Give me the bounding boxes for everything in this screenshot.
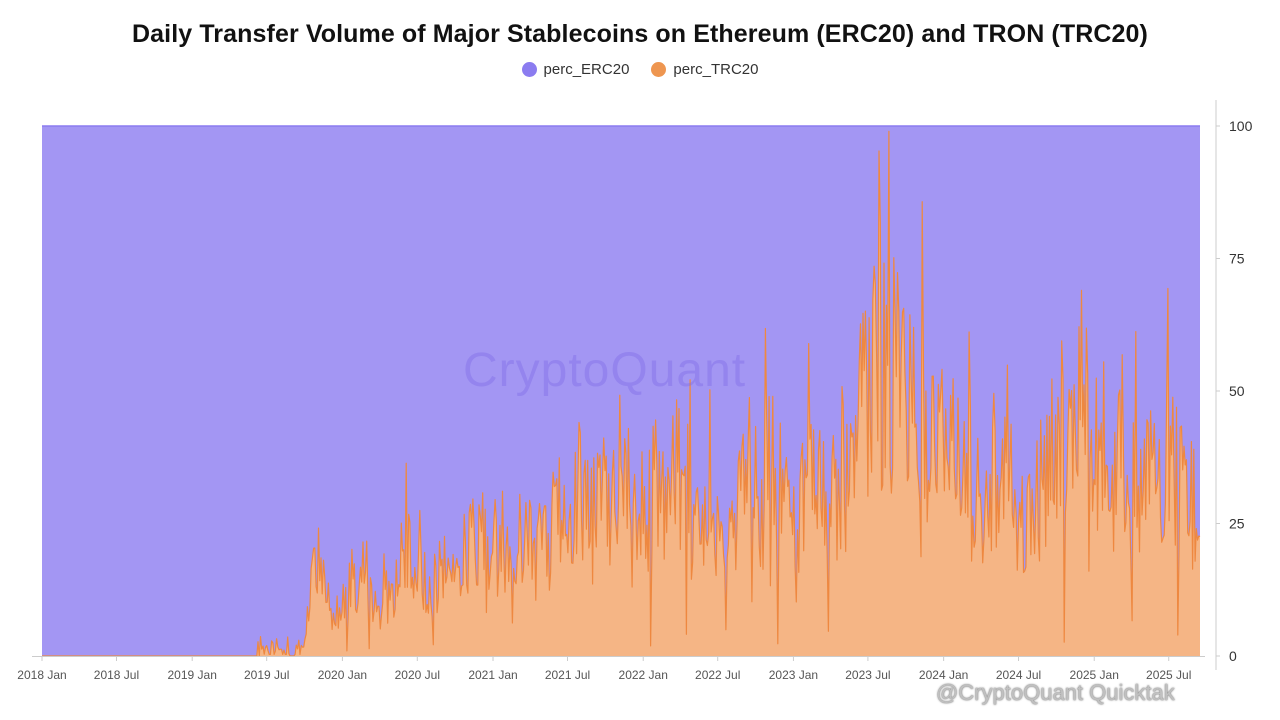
- legend-label-erc20: perc_ERC20: [543, 61, 630, 78]
- axis-layer: 0 25 50 75 100 2018 Jan 2018 Jul 2019 Jan 2019 J…: [17, 100, 1253, 682]
- x-tick-label: 2022 Jan: [619, 668, 668, 682]
- x-tick-label: 2024 Jan: [919, 668, 968, 682]
- x-tick-label: 2021 Jan: [468, 668, 517, 682]
- legend-item-trc20[interactable]: perc_TRC20: [651, 61, 758, 78]
- legend: perc_ERC20 perc_TRC20: [0, 61, 1280, 78]
- legend-swatch-erc20: [521, 62, 537, 77]
- legend-item-erc20[interactable]: perc_ERC20: [521, 61, 630, 78]
- x-tick-label: 2018 Jan: [17, 668, 66, 682]
- x-tick-label: 2018 Jul: [94, 668, 139, 682]
- y-tick-label: 25: [1229, 516, 1245, 532]
- x-tick-label: 2025 Jan: [1070, 668, 1119, 682]
- x-tick-label: 2021 Jul: [545, 668, 590, 682]
- x-tick-label: 2023 Jan: [769, 668, 818, 682]
- chart-title: Daily Transfer Volume of Major Stablecoi…: [132, 20, 1148, 48]
- x-tick-label: 2020 Jul: [395, 668, 440, 682]
- legend-label-trc20: perc_TRC20: [673, 61, 759, 78]
- x-tick-label: 2023 Jul: [845, 668, 890, 682]
- y-tick-label: 50: [1229, 383, 1245, 399]
- x-tick-label: 2019 Jul: [244, 668, 289, 682]
- x-tick-label: 2020 Jan: [318, 668, 367, 682]
- series-perc-trc20-area: [42, 131, 1200, 657]
- area-layer: [42, 125, 1201, 657]
- y-tick-label: 75: [1229, 251, 1245, 267]
- x-tick-label: 2025 Jul: [1146, 668, 1191, 682]
- y-tick-label: 100: [1229, 118, 1253, 134]
- legend-swatch-trc20: [651, 62, 667, 77]
- x-tick-label: 2022 Jul: [695, 668, 740, 682]
- x-tick-label: 2024 Jul: [996, 668, 1041, 682]
- y-tick-label: 0: [1229, 648, 1237, 664]
- x-tick-label: 2019 Jan: [168, 668, 217, 682]
